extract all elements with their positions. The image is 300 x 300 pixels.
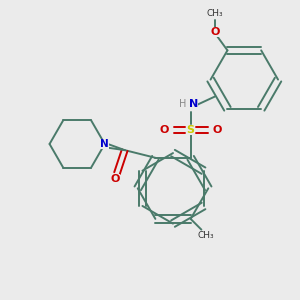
Text: N: N	[100, 139, 109, 149]
Text: CH₃: CH₃	[198, 231, 214, 240]
Text: N: N	[189, 99, 198, 109]
Text: S: S	[187, 125, 195, 135]
Text: O: O	[111, 174, 120, 184]
Text: O: O	[211, 27, 220, 37]
Text: O: O	[212, 125, 221, 135]
Text: H: H	[179, 99, 187, 109]
Text: O: O	[160, 125, 169, 135]
Text: CH₃: CH₃	[207, 9, 224, 18]
